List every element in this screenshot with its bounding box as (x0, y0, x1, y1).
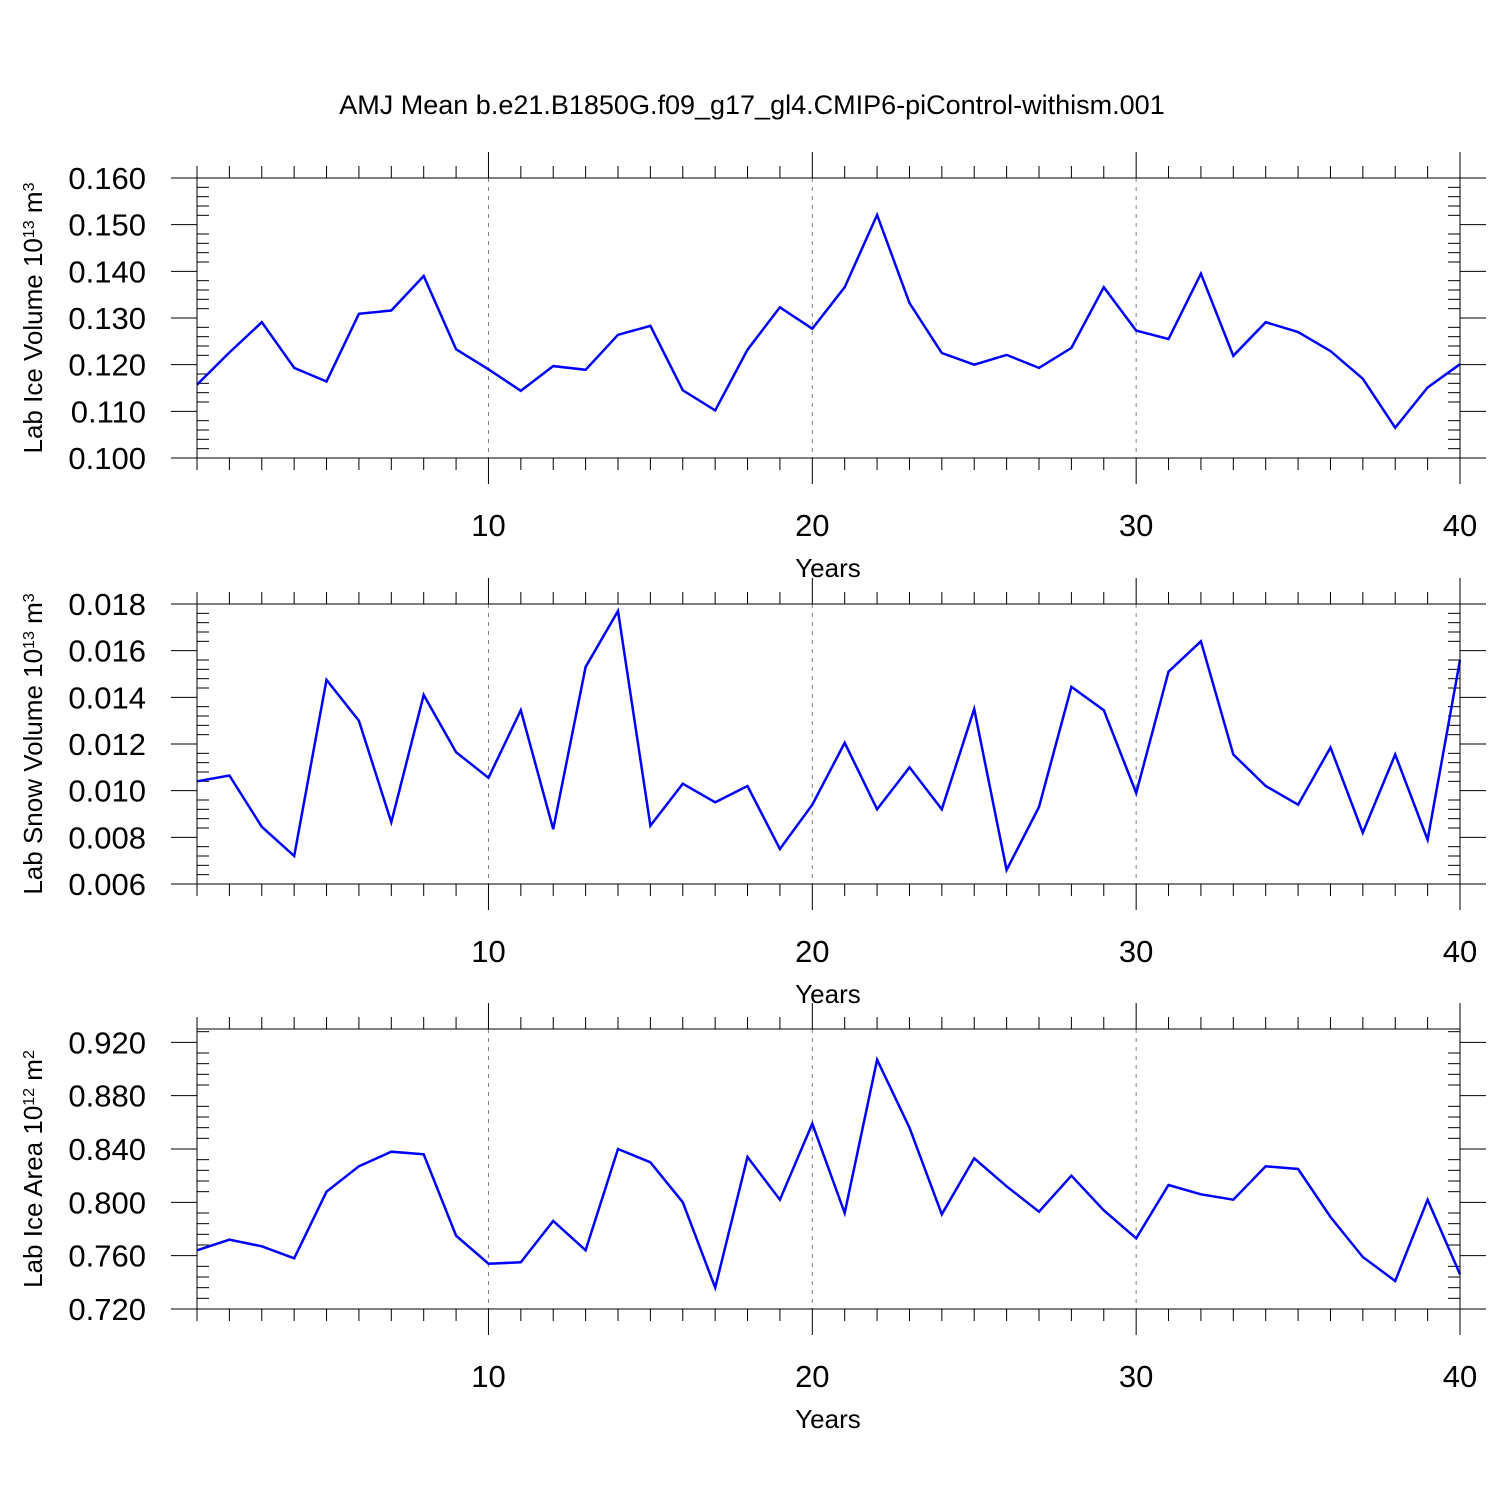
series-line (196, 1055, 1462, 1292)
x-axis-label: Years (795, 979, 861, 1009)
chart-panel-3: 0.720 0.760 0.800 0.840 0.880 0.920 10 20 30 40 Ye… (18, 1003, 1486, 1434)
y-tick-label: 0.110 (71, 394, 146, 429)
x-tick-label: 10 (471, 508, 505, 543)
x-tick-label: 20 (795, 508, 829, 543)
y-tick-label: 0.920 (68, 1025, 146, 1060)
y-tick-label: 0.160 (68, 161, 146, 196)
plot-frame (196, 603, 1461, 885)
x-tick-label: 10 (471, 1359, 505, 1394)
series-line (196, 211, 1461, 430)
x-tick-label: 40 (1443, 934, 1477, 969)
panels-group: 0.100 0.110 0.120 0.130 0.140 0.150 0.160 10 20 3… (18, 152, 1486, 1434)
y-tick-label: 0.140 (68, 254, 146, 289)
x-tick-label: 30 (1119, 508, 1153, 543)
y-tick-label: 0.720 (68, 1292, 146, 1327)
x-axis-label: Years (795, 1404, 861, 1434)
y-tick-label: 0.120 (68, 348, 146, 383)
y-tick-label: 0.840 (68, 1132, 146, 1167)
x-tick-label: 10 (471, 934, 505, 969)
x-axis-label: Years (795, 553, 861, 583)
y-tick-label: 0.006 (68, 867, 146, 902)
y-tick-label: 0.880 (68, 1079, 146, 1114)
x-tick-label: 40 (1443, 1359, 1477, 1394)
x-tick-label: 40 (1443, 508, 1477, 543)
y-tick-label: 0.100 (68, 441, 146, 476)
chart-panel-2: 0.006 0.008 0.010 0.012 0.014 0.016 0.018 10 20 3… (18, 578, 1486, 1009)
y-axis-label: Lab Snow Volume 1013 m3 (18, 593, 48, 894)
y-tick-label: 0.800 (68, 1185, 146, 1220)
y-tick-label: 0.130 (68, 301, 146, 336)
x-tick-label: 30 (1119, 934, 1153, 969)
series-line (196, 607, 1462, 874)
chart-panel-1: 0.100 0.110 0.120 0.130 0.140 0.150 0.160 10 20 3… (18, 152, 1486, 583)
y-tick-label: 0.012 (68, 727, 146, 762)
y-tick-label: 0.016 (68, 634, 146, 669)
x-tick-label: 20 (795, 934, 829, 969)
y-axis-label: Lab Ice Area 1012 m2 (18, 1050, 48, 1288)
y-axis-label: Lab Ice Volume 1013 m3 (18, 182, 48, 453)
y-tick-label: 0.150 (68, 208, 146, 243)
plot-frame (196, 177, 1461, 459)
y-tick-label: 0.008 (68, 820, 146, 855)
y-tick-label: 0.014 (68, 680, 146, 715)
figure-title: AMJ Mean b.e21.B1850G.f09_g17_gl4.CMIP6-… (339, 90, 1164, 120)
y-tick-label: 0.010 (68, 774, 146, 809)
plot-frame (196, 1028, 1461, 1310)
y-tick-label: 0.760 (68, 1239, 146, 1274)
x-tick-label: 20 (795, 1359, 829, 1394)
x-tick-label: 30 (1119, 1359, 1153, 1394)
y-tick-label: 0.018 (68, 587, 146, 622)
